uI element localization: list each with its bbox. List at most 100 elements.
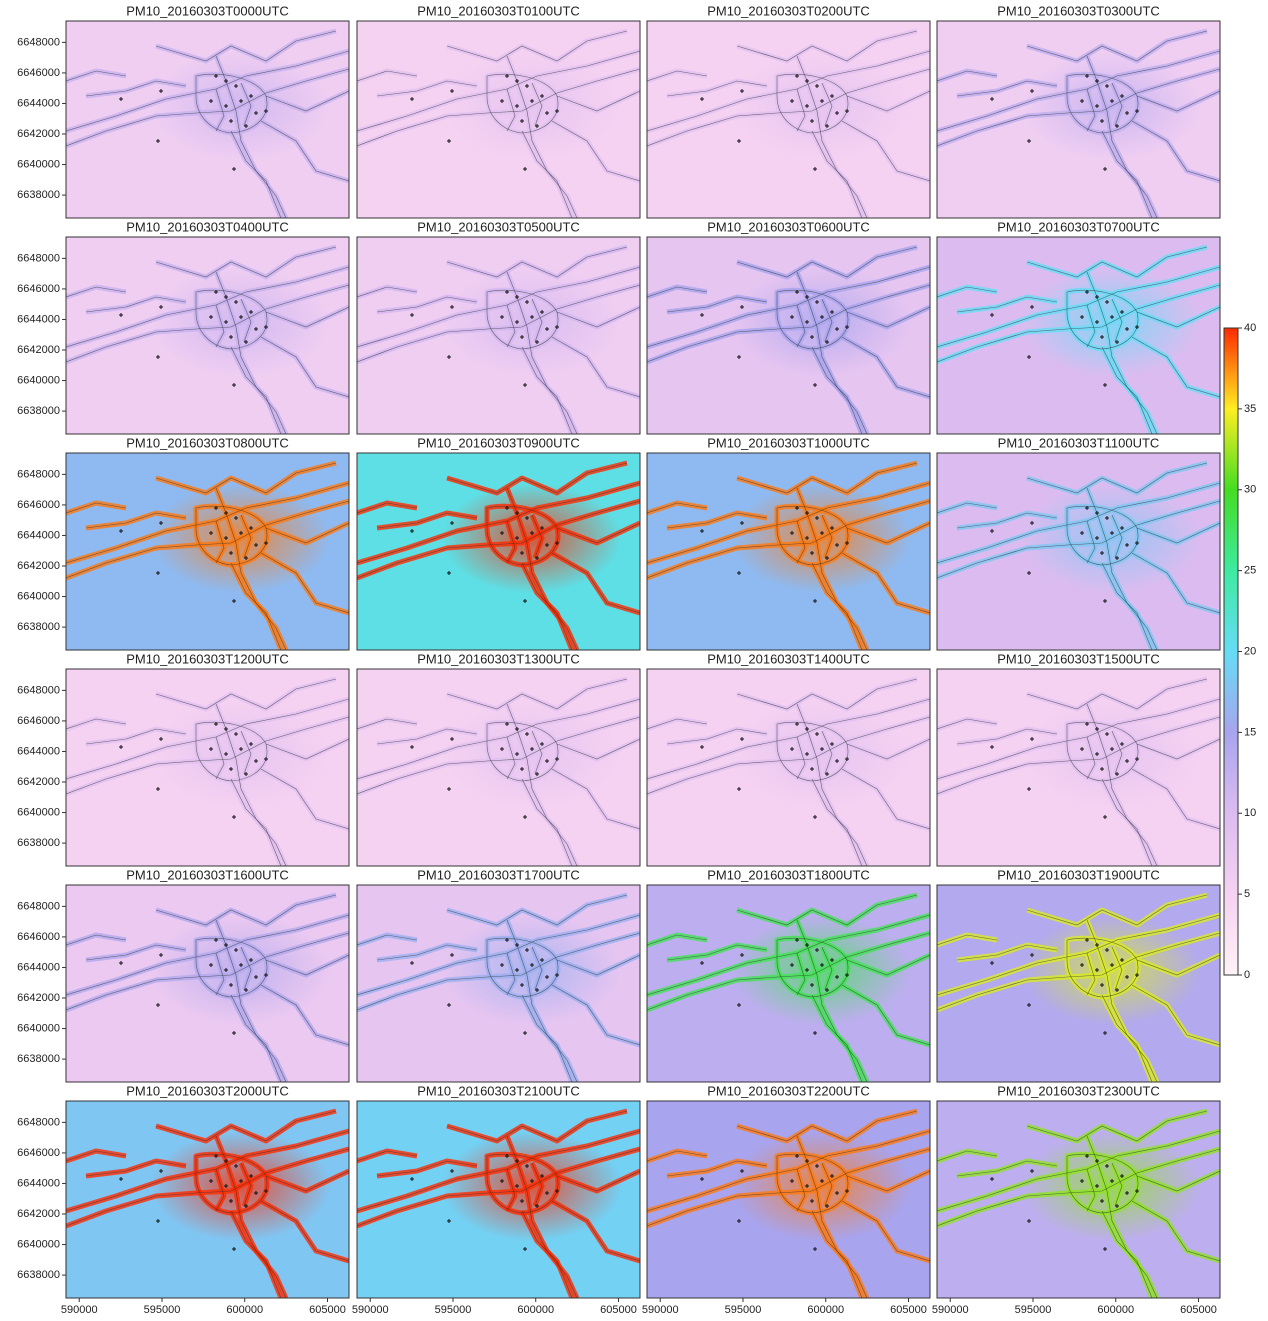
- colorbar-tick-label: 5: [1244, 888, 1250, 900]
- x-tick-label: 605000: [1180, 1304, 1217, 1316]
- panel: [66, 885, 349, 1082]
- panel-title: PM10_20160303T1700UTC: [417, 867, 580, 882]
- colorbar-tick-label: 20: [1244, 645, 1256, 657]
- y-tick-label: 6644000: [17, 97, 60, 109]
- panel-title: PM10_20160303T1200UTC: [126, 651, 289, 666]
- panel-title: PM10_20160303T2100UTC: [417, 1083, 580, 1098]
- panel: [937, 1101, 1220, 1298]
- y-tick-label: 6640000: [17, 374, 60, 386]
- panel: [647, 1101, 930, 1298]
- colorbar-tick-label: 15: [1244, 726, 1256, 738]
- y-tick-label: 6648000: [17, 468, 60, 480]
- panel: [647, 669, 930, 866]
- y-tick-label: 6644000: [17, 961, 60, 973]
- panel: [647, 885, 930, 1082]
- x-tick-label: 605000: [600, 1304, 637, 1316]
- panel: [66, 669, 349, 866]
- y-tick-label: 6640000: [17, 1022, 60, 1034]
- panel-title: PM10_20160303T0800UTC: [126, 435, 289, 450]
- y-tick-label: 6638000: [17, 189, 60, 201]
- y-tick-label: 6648000: [17, 900, 60, 912]
- panel: [357, 453, 640, 650]
- panel: [647, 21, 930, 218]
- panel-title: PM10_20160303T1100UTC: [998, 435, 1160, 450]
- x-tick-label: 600000: [226, 1304, 263, 1316]
- panel-title: PM10_20160303T0600UTC: [707, 219, 870, 234]
- panel: [647, 453, 930, 650]
- panel-title: PM10_20160303T1500UTC: [997, 651, 1160, 666]
- colorbar-tick-label: 35: [1244, 403, 1256, 415]
- panel-title: PM10_20160303T1400UTC: [707, 651, 870, 666]
- y-tick-label: 6644000: [17, 745, 60, 757]
- panel: [357, 885, 640, 1082]
- panel: [937, 885, 1220, 1082]
- panel-title: PM10_20160303T1300UTC: [417, 651, 580, 666]
- y-tick-label: 6648000: [17, 36, 60, 48]
- x-tick-label: 590000: [61, 1304, 98, 1316]
- y-tick-label: 6638000: [17, 837, 60, 849]
- x-tick-label: 600000: [1097, 1304, 1134, 1316]
- panel-title: PM10_20160303T0200UTC: [707, 3, 870, 18]
- colorbar-tick-label: 10: [1244, 807, 1256, 819]
- y-tick-label: 6646000: [17, 499, 60, 511]
- x-tick-label: 600000: [517, 1304, 554, 1316]
- y-tick-label: 6642000: [17, 560, 60, 572]
- y-tick-label: 6644000: [17, 529, 60, 541]
- panel-title: PM10_20160303T0700UTC: [997, 219, 1160, 234]
- panel: [937, 453, 1220, 650]
- y-tick-label: 6648000: [17, 1116, 60, 1128]
- panel-title: PM10_20160303T0500UTC: [417, 219, 580, 234]
- panel: [357, 669, 640, 866]
- panel: [357, 1101, 640, 1298]
- panel: [66, 21, 349, 218]
- panel: [66, 237, 349, 434]
- y-tick-label: 6642000: [17, 992, 60, 1004]
- y-tick-label: 6638000: [17, 1269, 60, 1281]
- panel: [647, 237, 930, 434]
- x-tick-label: 595000: [725, 1304, 762, 1316]
- x-tick-label: 595000: [144, 1304, 181, 1316]
- x-tick-label: 605000: [309, 1304, 346, 1316]
- panel-title: PM10_20160303T1600UTC: [126, 867, 289, 882]
- y-tick-label: 6646000: [17, 283, 60, 295]
- panel: [357, 21, 640, 218]
- x-tick-label: 590000: [932, 1304, 969, 1316]
- panel: [357, 237, 640, 434]
- x-tick-label: 590000: [352, 1304, 389, 1316]
- y-tick-label: 6640000: [17, 806, 60, 818]
- x-tick-label: 600000: [807, 1304, 844, 1316]
- y-tick-label: 6646000: [17, 67, 60, 79]
- y-tick-label: 6640000: [17, 158, 60, 170]
- x-tick-label: 605000: [890, 1304, 927, 1316]
- y-tick-label: 6640000: [17, 1238, 60, 1250]
- y-tick-label: 6648000: [17, 684, 60, 696]
- panel: [66, 1101, 349, 1298]
- y-tick-label: 6638000: [17, 621, 60, 633]
- chart: PM10_20160303T0000UTC 6638000 6640000 66420…: [0, 0, 1268, 1321]
- y-tick-label: 6642000: [17, 344, 60, 356]
- panel-title: PM10_20160303T2000UTC: [126, 1083, 289, 1098]
- x-tick-label: 595000: [435, 1304, 472, 1316]
- y-tick-label: 6640000: [17, 590, 60, 602]
- colorbar-tick-label: 30: [1244, 484, 1256, 496]
- panel-title: PM10_20160303T2200UTC: [707, 1083, 870, 1098]
- y-tick-label: 6642000: [17, 128, 60, 140]
- y-tick-label: 6648000: [17, 252, 60, 264]
- y-tick-label: 6638000: [17, 405, 60, 417]
- y-tick-label: 6642000: [17, 1208, 60, 1220]
- panel: [937, 21, 1220, 218]
- colorbar-tick-label: 40: [1244, 322, 1256, 334]
- panel-title: PM10_20160303T1900UTC: [997, 867, 1160, 882]
- y-tick-label: 6644000: [17, 313, 60, 325]
- x-tick-label: 595000: [1015, 1304, 1052, 1316]
- panel-title: PM10_20160303T0300UTC: [997, 3, 1160, 18]
- panel-title: PM10_20160303T2300UTC: [997, 1083, 1160, 1098]
- panel-title: PM10_20160303T0000UTC: [126, 3, 289, 18]
- colorbar-tick-label: 0: [1244, 969, 1250, 981]
- panel-title: PM10_20160303T0100UTC: [417, 3, 580, 18]
- panel-title: PM10_20160303T1000UTC: [707, 435, 870, 450]
- panel: [66, 453, 349, 650]
- page: {"chart_data": {"type": "raster", "panel…: [0, 0, 1268, 1321]
- panel: [937, 669, 1220, 866]
- panel-title: PM10_20160303T0900UTC: [417, 435, 580, 450]
